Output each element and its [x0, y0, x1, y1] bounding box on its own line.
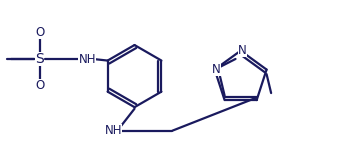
Text: N: N — [238, 44, 247, 57]
Text: O: O — [35, 79, 44, 92]
Text: O: O — [35, 26, 44, 39]
Text: N: N — [212, 63, 221, 76]
Text: NH: NH — [78, 53, 96, 66]
Text: NH: NH — [105, 124, 122, 137]
Text: S: S — [35, 52, 44, 66]
